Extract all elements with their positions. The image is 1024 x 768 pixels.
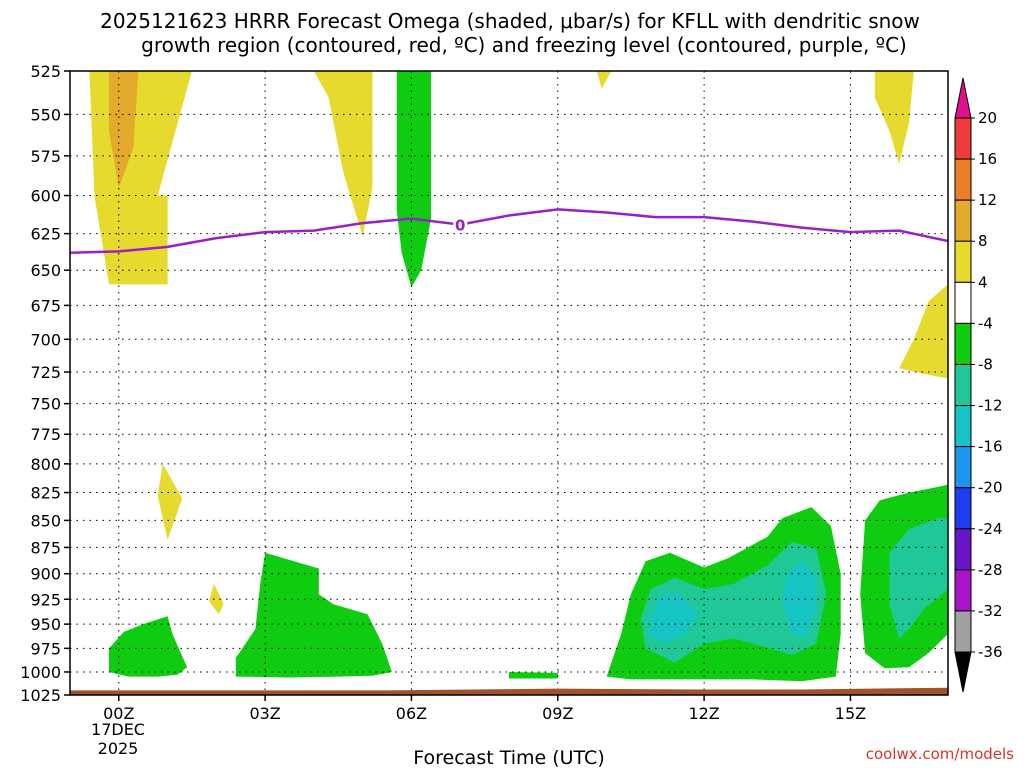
- freezing-level-line: [70, 208, 948, 255]
- x-tick-label: 09Z: [542, 704, 573, 723]
- omega-region-11: [509, 672, 558, 679]
- colorbar-bin: [954, 487, 972, 530]
- omega-region-15: [782, 561, 817, 636]
- x-tick-label: 03Z: [249, 704, 280, 723]
- colorbar-bin: [954, 158, 972, 201]
- omega-shading-layer: [89, 71, 948, 682]
- colorbar-label: -20: [978, 479, 1003, 497]
- colorbar-bin: [954, 569, 972, 612]
- y-tick-label: 950: [30, 615, 61, 634]
- colorbar-label: -16: [978, 438, 1003, 456]
- y-tick-label: 1025: [20, 686, 61, 705]
- colorbar-label: 12: [978, 191, 997, 209]
- y-tick-label: 575: [30, 147, 61, 166]
- colorbar-bin: [954, 610, 972, 653]
- colorbar-bottom-arrow: [954, 651, 972, 693]
- grid-layer: [70, 71, 948, 695]
- credit-text: coolwx.com/models: [866, 745, 1014, 763]
- colorbar-label: -8: [978, 355, 993, 373]
- colorbar-label: 16: [978, 150, 997, 168]
- surface-terrain-layer: [70, 687, 948, 695]
- y-tick-label: 1000: [20, 663, 61, 682]
- date-label-year: 2025: [98, 739, 139, 758]
- colorbar-bin: [954, 405, 972, 448]
- omega-region-17: [889, 518, 948, 639]
- colorbar-label: -36: [978, 643, 1003, 661]
- colorbar: 20 16 12 8 4 -4 -8 -12 -16 -20 -24 -28 -32 -36: [954, 77, 1003, 693]
- x-axis-title: Forecast Time (UTC): [413, 747, 604, 768]
- colorbar-label: 8: [978, 232, 988, 250]
- colorbar-label: -4: [978, 314, 993, 332]
- freezing-level-layer: 0: [70, 208, 948, 255]
- omega-region-1: [109, 71, 139, 188]
- colorbar-bin: [954, 117, 972, 160]
- colorbar-label: 20: [978, 109, 997, 127]
- colorbar-bin: [954, 446, 972, 489]
- colorbar-bin: [954, 322, 972, 365]
- x-tick-label: 12Z: [688, 704, 719, 723]
- colorbar-bin: [954, 363, 972, 407]
- y-tick-label: 925: [30, 590, 61, 609]
- y-tick-label: 550: [30, 105, 61, 124]
- y-tick-label: 850: [30, 511, 61, 530]
- y-tick-label: 900: [30, 565, 61, 584]
- omega-region-5: [874, 71, 914, 164]
- colorbar-label: 4: [978, 273, 988, 291]
- colorbar-bin: [954, 240, 972, 283]
- omega-region-2: [313, 71, 373, 237]
- omega-region-18: [928, 599, 948, 634]
- y-tick-label: 800: [30, 455, 61, 474]
- y-tick-label: 675: [30, 296, 61, 315]
- chart-title-line-1: 2025121623 HRRR Forecast Omega (shaded, …: [100, 9, 920, 33]
- date-label-day: 17DEC: [91, 720, 145, 739]
- colorbar-top-arrow: [954, 77, 972, 119]
- omega-region-14: [650, 594, 700, 644]
- surface-terrain: [70, 687, 948, 695]
- x-axis: 00Z 03Z 06Z 09Z 12Z 15Z: [103, 695, 866, 723]
- colorbar-label: -12: [978, 397, 1003, 415]
- freezing-level-label: 0: [455, 217, 465, 235]
- y-tick-label: 600: [30, 187, 61, 206]
- omega-region-4: [596, 71, 612, 89]
- omega-region-10: [235, 552, 392, 678]
- y-tick-label: 625: [30, 225, 61, 244]
- omega-region-7: [157, 463, 183, 540]
- plot-frame: [69, 70, 949, 696]
- omega-region-6: [899, 284, 948, 379]
- y-tick-label: 750: [30, 395, 61, 414]
- omega-region-9: [109, 616, 188, 677]
- colorbar-bin: [954, 528, 972, 571]
- freezing-level-label-bg: [453, 216, 468, 233]
- y-tick-label: 525: [30, 62, 61, 81]
- y-tick-label: 875: [30, 538, 61, 557]
- y-tick-label: 975: [30, 639, 61, 658]
- y-axis: 525 550 575 600 625 650 675 700 725 750 775 800 825 8…: [20, 62, 70, 705]
- chart-title-line-2: growth region (contoured, red, ºC) and f…: [141, 33, 907, 57]
- colorbar-bin: [954, 281, 972, 324]
- omega-region-8: [209, 584, 224, 615]
- colorbar-bin: [954, 199, 972, 242]
- omega-region-13: [640, 542, 827, 663]
- y-tick-label: 825: [30, 484, 61, 503]
- colorbar-label: -28: [978, 561, 1003, 579]
- y-tick-label: 650: [30, 261, 61, 280]
- x-tick-label: 00Z: [103, 704, 134, 723]
- colorbar-label: -24: [978, 520, 1003, 538]
- x-tick-label: 06Z: [396, 704, 427, 723]
- y-tick-label: 775: [30, 425, 61, 444]
- colorbar-label: -32: [978, 602, 1003, 620]
- y-tick-label: 700: [30, 330, 61, 349]
- y-tick-label: 725: [30, 363, 61, 382]
- x-tick-label: 15Z: [835, 704, 866, 723]
